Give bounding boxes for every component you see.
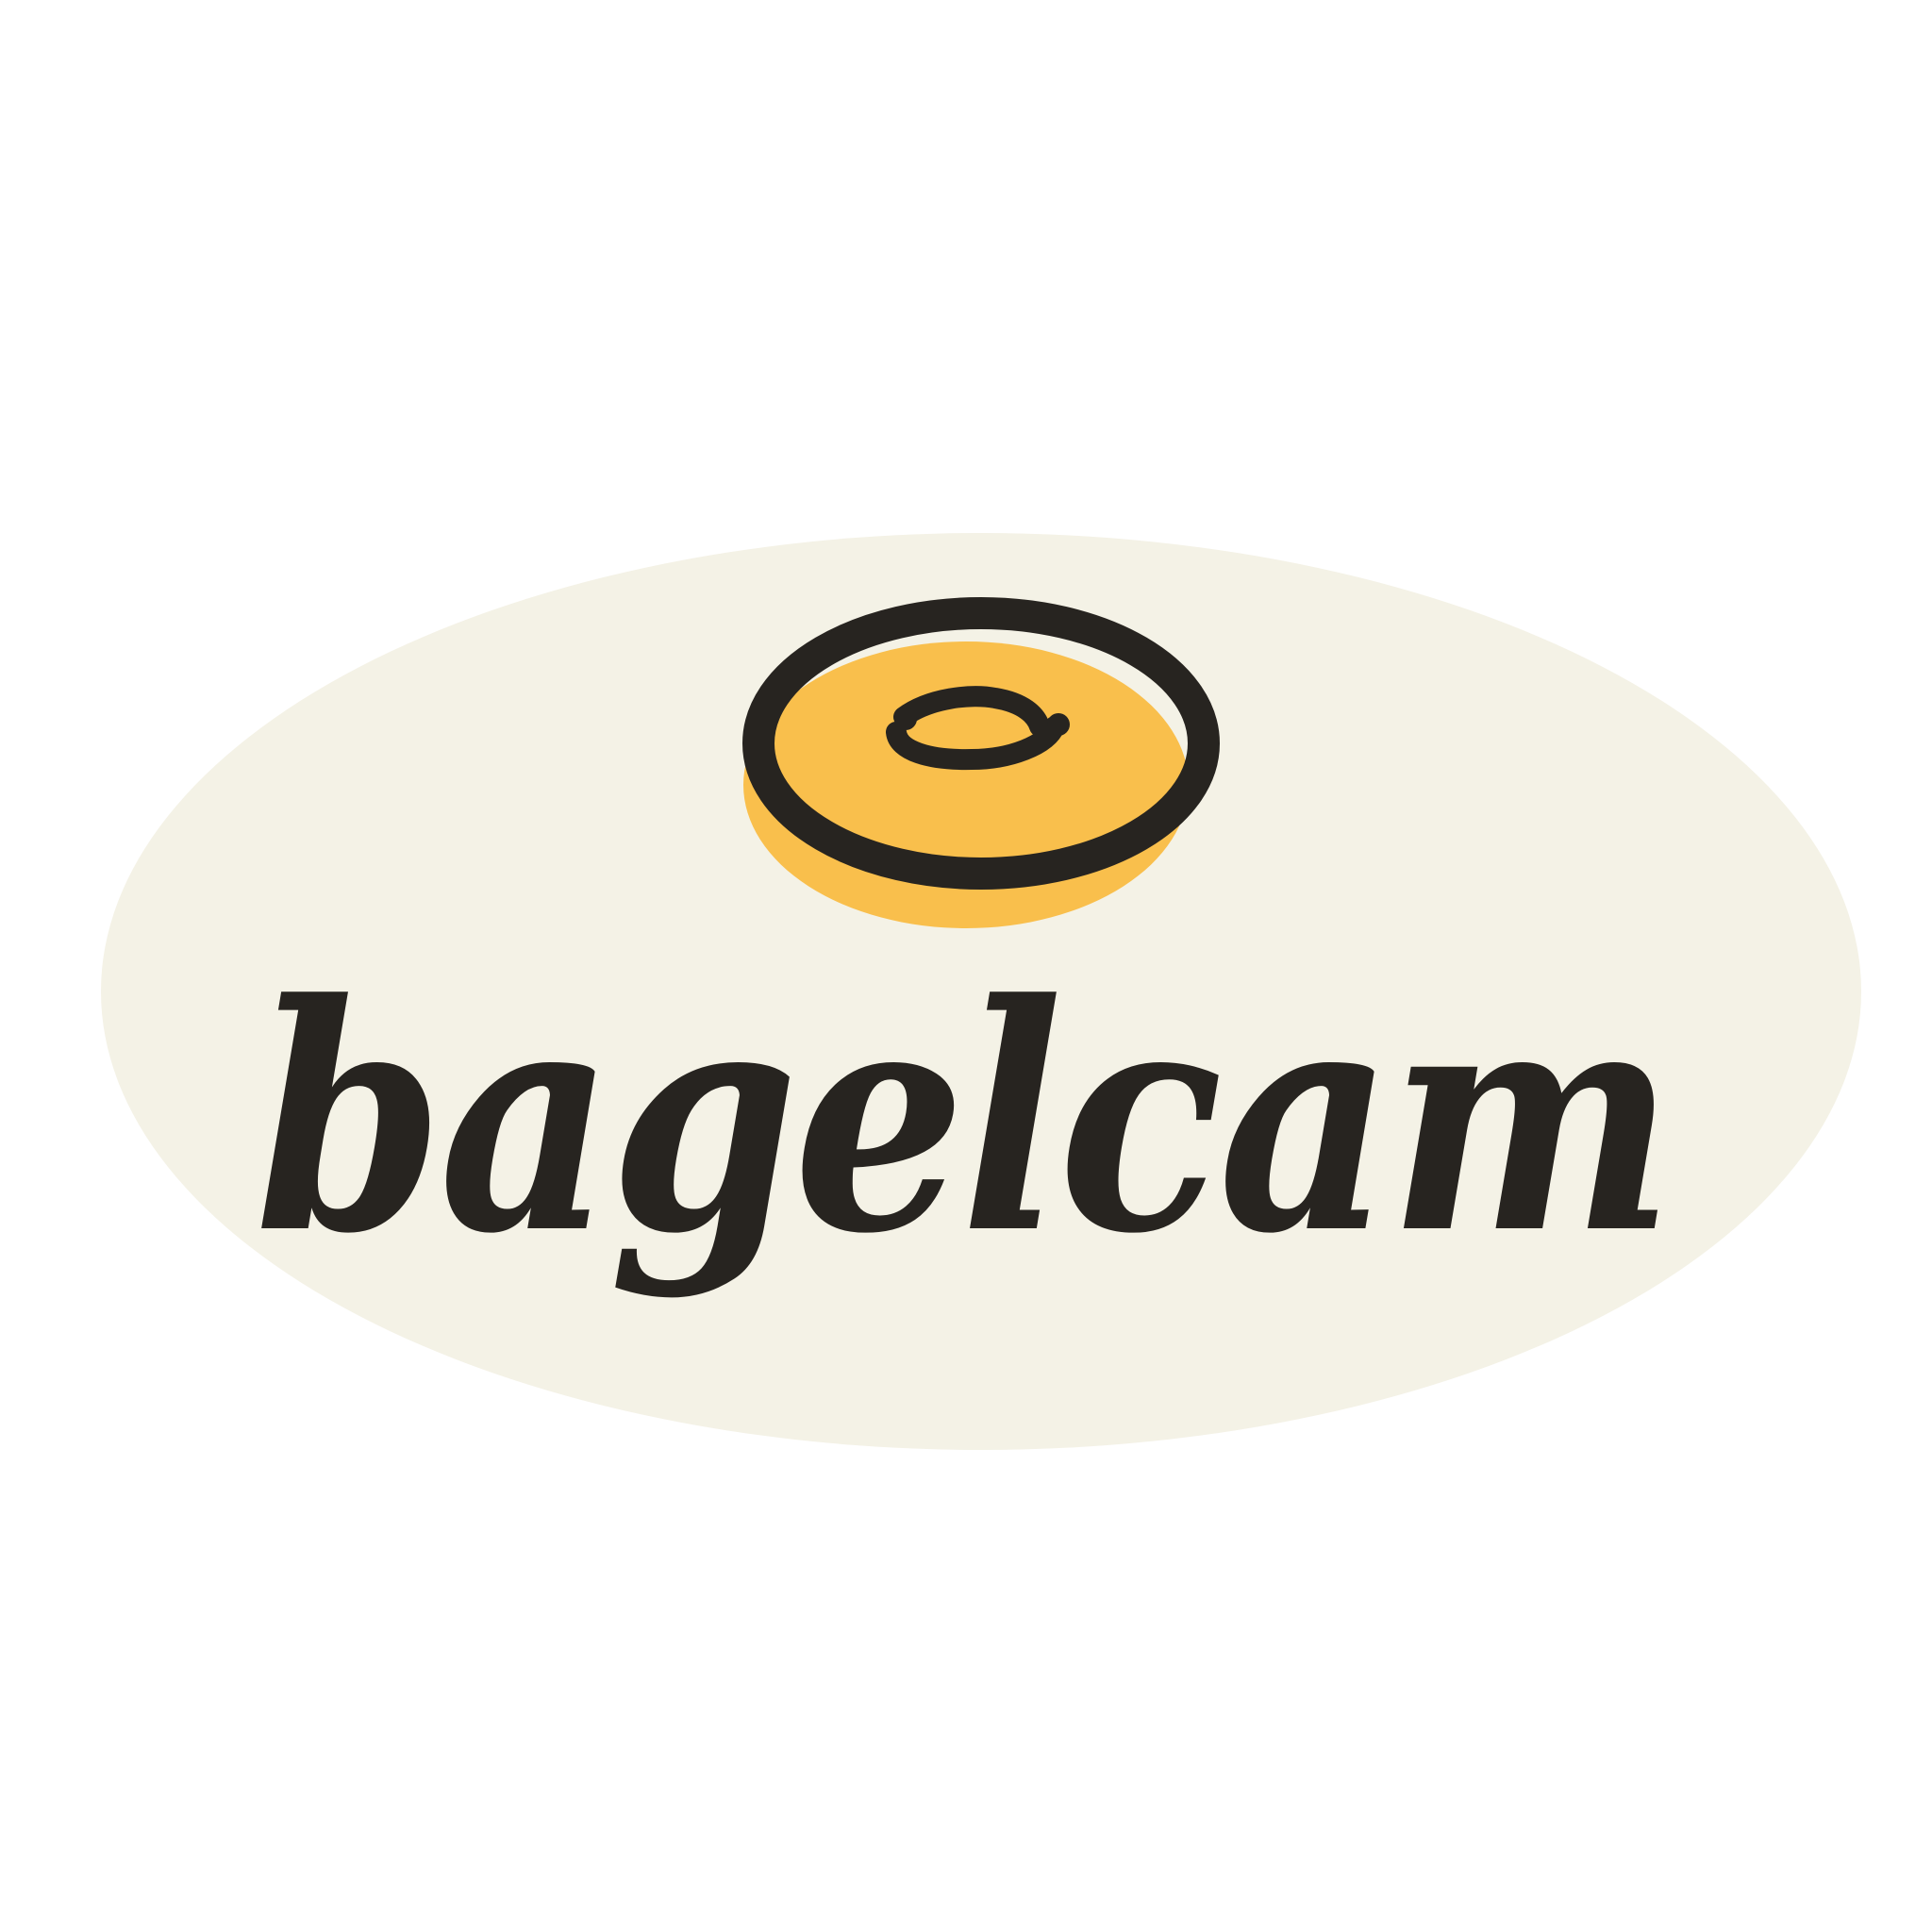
bagel-hole-fill: [934, 721, 1024, 743]
badge-background: [101, 533, 1861, 1450]
bagel-hole-outline: [886, 686, 1065, 771]
bagel-hole-dot-right: [1047, 713, 1070, 736]
wordmark: bagelcam: [255, 936, 1670, 1302]
bagel-icon: [742, 597, 1220, 928]
bagel-outline: [742, 597, 1220, 890]
bagel-hole-dot-left: [894, 708, 917, 730]
